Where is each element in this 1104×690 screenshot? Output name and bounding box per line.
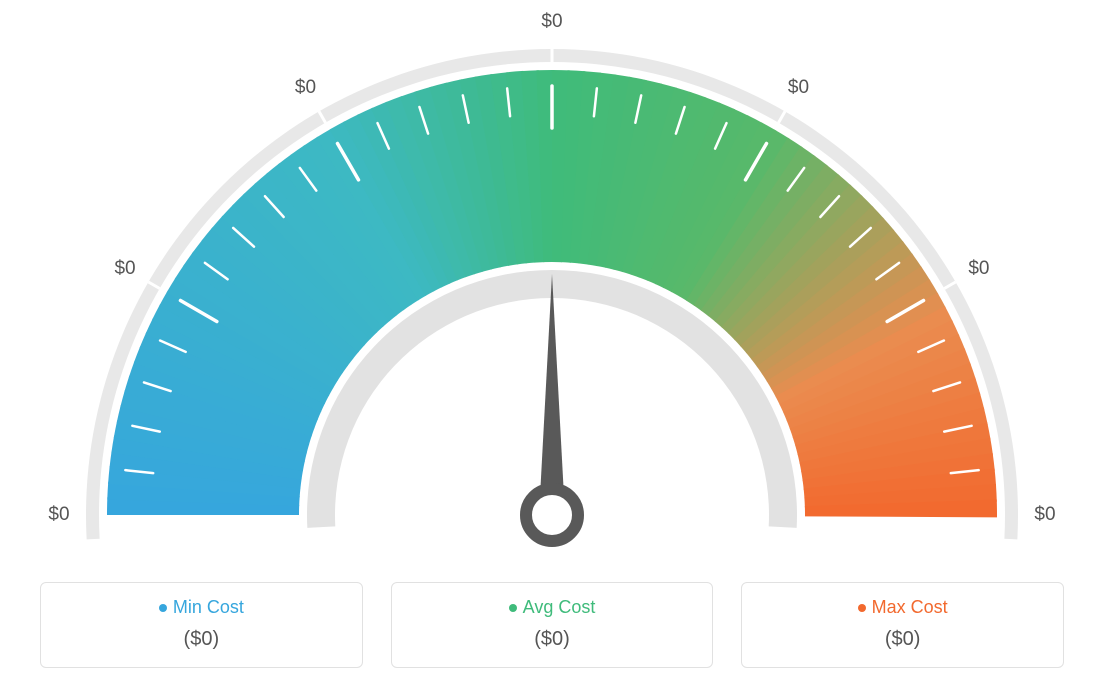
gauge-scale-label: $0 (788, 77, 809, 99)
legend-avg-box: Avg Cost ($0) (391, 582, 714, 668)
legend-row: Min Cost ($0) Avg Cost ($0) Max Cost ($0… (40, 582, 1064, 668)
gauge-scale-label: $0 (48, 504, 69, 526)
legend-max-label: Max Cost (872, 597, 948, 618)
gauge-scale-label: $0 (541, 11, 562, 33)
legend-dot-min (159, 604, 167, 612)
gauge-svg (52, 10, 1052, 575)
legend-dot-avg (509, 604, 517, 612)
legend-avg-title: Avg Cost (509, 597, 596, 618)
legend-dot-max (858, 604, 866, 612)
gauge-cost-chart: $0 $0 $0 $0 $0 $0 $0 Min Cost ($0) Avg Cost ($… (0, 0, 1104, 690)
legend-max-box: Max Cost ($0) (741, 582, 1064, 668)
gauge-scale-label: $0 (114, 258, 135, 280)
legend-max-title: Max Cost (858, 597, 948, 618)
gauge-area: $0$0$0$0$0$0$0 (52, 10, 1052, 575)
gauge-scale-label: $0 (1034, 504, 1055, 526)
legend-max-value: ($0) (758, 628, 1047, 651)
legend-min-label: Min Cost (173, 597, 244, 618)
legend-min-box: Min Cost ($0) (40, 582, 363, 668)
gauge-scale-label: $0 (968, 258, 989, 280)
gauge-scale-label: $0 (295, 77, 316, 99)
legend-min-value: ($0) (57, 628, 346, 651)
legend-avg-label: Avg Cost (523, 597, 596, 618)
legend-min-title: Min Cost (159, 597, 244, 618)
legend-avg-value: ($0) (408, 628, 697, 651)
